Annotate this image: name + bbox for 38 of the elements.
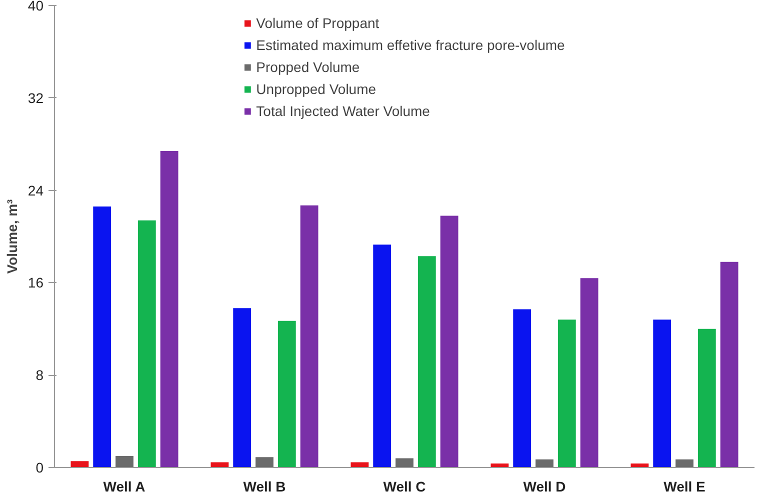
bar xyxy=(558,320,576,468)
y-tick-label: 16 xyxy=(28,274,44,291)
x-tick-label: Well B xyxy=(243,478,286,494)
bar xyxy=(418,256,436,468)
bar xyxy=(513,309,532,468)
x-tick-label: Well C xyxy=(383,478,426,494)
y-tick-label: 8 xyxy=(36,367,44,384)
x-tick-label: Well A xyxy=(103,478,146,494)
y-tick-label: 0 xyxy=(36,460,44,476)
bar xyxy=(373,244,392,468)
bar xyxy=(396,458,414,468)
legend-label: Propped Volume xyxy=(256,59,360,75)
y-tick-label: 24 xyxy=(28,182,44,198)
bar xyxy=(138,220,156,468)
bar xyxy=(278,320,296,468)
legend-label: Total Injected Water Volume xyxy=(256,103,430,119)
bar xyxy=(580,278,598,468)
bar xyxy=(233,308,252,468)
bar xyxy=(300,205,318,468)
legend-label: Estimated maximum effetive fracture pore-volume xyxy=(256,37,565,53)
y-tick-label: 32 xyxy=(28,90,44,106)
bar xyxy=(116,456,134,468)
legend-label: Unpropped Volume xyxy=(256,81,376,97)
bar xyxy=(676,459,694,468)
bar xyxy=(536,459,554,468)
x-tick-label: Well E xyxy=(664,478,706,494)
bar xyxy=(93,206,112,468)
bar xyxy=(698,328,716,468)
bar xyxy=(440,216,458,468)
legend-label: Volume of Proppant xyxy=(256,15,380,31)
bar xyxy=(70,461,89,468)
bar xyxy=(720,262,738,468)
bar xyxy=(160,151,178,468)
y-tick-label: 40 xyxy=(28,0,44,14)
x-tick-label: Well D xyxy=(523,478,566,494)
bar xyxy=(653,320,672,468)
y-axis-title: Volume, m³ xyxy=(4,198,20,274)
bar xyxy=(256,457,274,468)
